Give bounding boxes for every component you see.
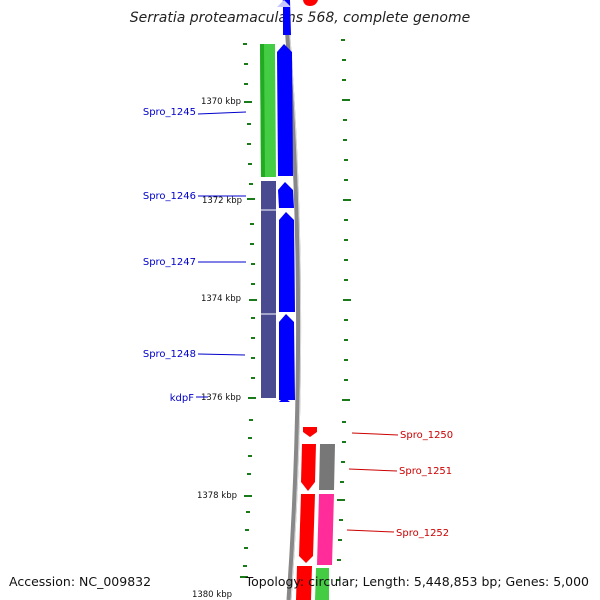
reverse-gene[interactable] [303,427,317,437]
gene-label-spro-1245[interactable]: Spro_1245 [143,107,196,118]
reverse-strand-track [296,0,318,600]
reverse-gene[interactable] [296,566,312,600]
forward-strand-track [277,0,295,402]
gene-label-spro-1251[interactable]: Spro_1251 [399,466,452,477]
forward-gene[interactable] [279,314,295,400]
scale-label: 1376 kbp [201,393,241,403]
label-leader-line [348,468,398,472]
label-leader-line [197,111,247,115]
forward-gene[interactable] [278,182,294,208]
gene-label-spro-1247[interactable]: Spro_1247 [143,257,196,268]
reverse-gene[interactable] [303,0,318,6]
label-leader-line [197,353,246,356]
label-leader-line [346,529,395,533]
reverse-gene[interactable] [301,444,316,491]
scale-label: 1378 kbp [197,491,237,501]
genome-backbone-highlight [286,0,302,600]
cog-block-shade [260,44,265,177]
scale-label: 1370 kbp [201,97,241,107]
cog-track-right [315,444,335,600]
forward-gene[interactable] [277,44,293,176]
outer-tick-ring [336,39,348,581]
gene-label-spro-1252[interactable]: Spro_1252 [396,528,449,539]
outer-major-ticks [337,99,351,501]
map-title: Serratia proteamaculans 568, complete ge… [130,10,470,26]
cog-block [317,494,334,565]
inner-tick-ring [243,43,255,567]
forward-gene[interactable] [279,212,295,312]
scale-label: 1374 kbp [201,294,241,304]
left-gene-labels: Spro_1245 Spro_1246 Spro_1247 Spro_1248 … [143,107,247,404]
cog-block [319,444,335,490]
label-leader-line [351,432,399,436]
topology-summary: Topology: circular; Length: 5,448,853 bp… [245,574,589,589]
cog-block [315,568,329,600]
cog-track-left [260,44,276,398]
gene-label-spro-1248[interactable]: Spro_1248 [143,349,196,360]
gene-label-spro-1246[interactable]: Spro_1246 [143,191,196,202]
forward-gene[interactable] [279,397,290,402]
forward-gene[interactable] [283,0,291,35]
cog-block [261,181,276,398]
scale-label: 1372 kbp [202,196,242,206]
scale-label: 1380 kbp [192,590,232,600]
right-gene-labels: Spro_1250 Spro_1251 Spro_1252 [346,430,453,539]
gene-label-kdpf[interactable]: kdpF [170,393,194,404]
reverse-gene[interactable] [299,494,315,563]
inner-major-ticks [240,101,257,578]
forward-gene-arrowhead [277,0,291,7]
accession-label: Accession: NC_009832 [9,574,151,589]
gene-label-spro-1250[interactable]: Spro_1250 [400,430,453,441]
